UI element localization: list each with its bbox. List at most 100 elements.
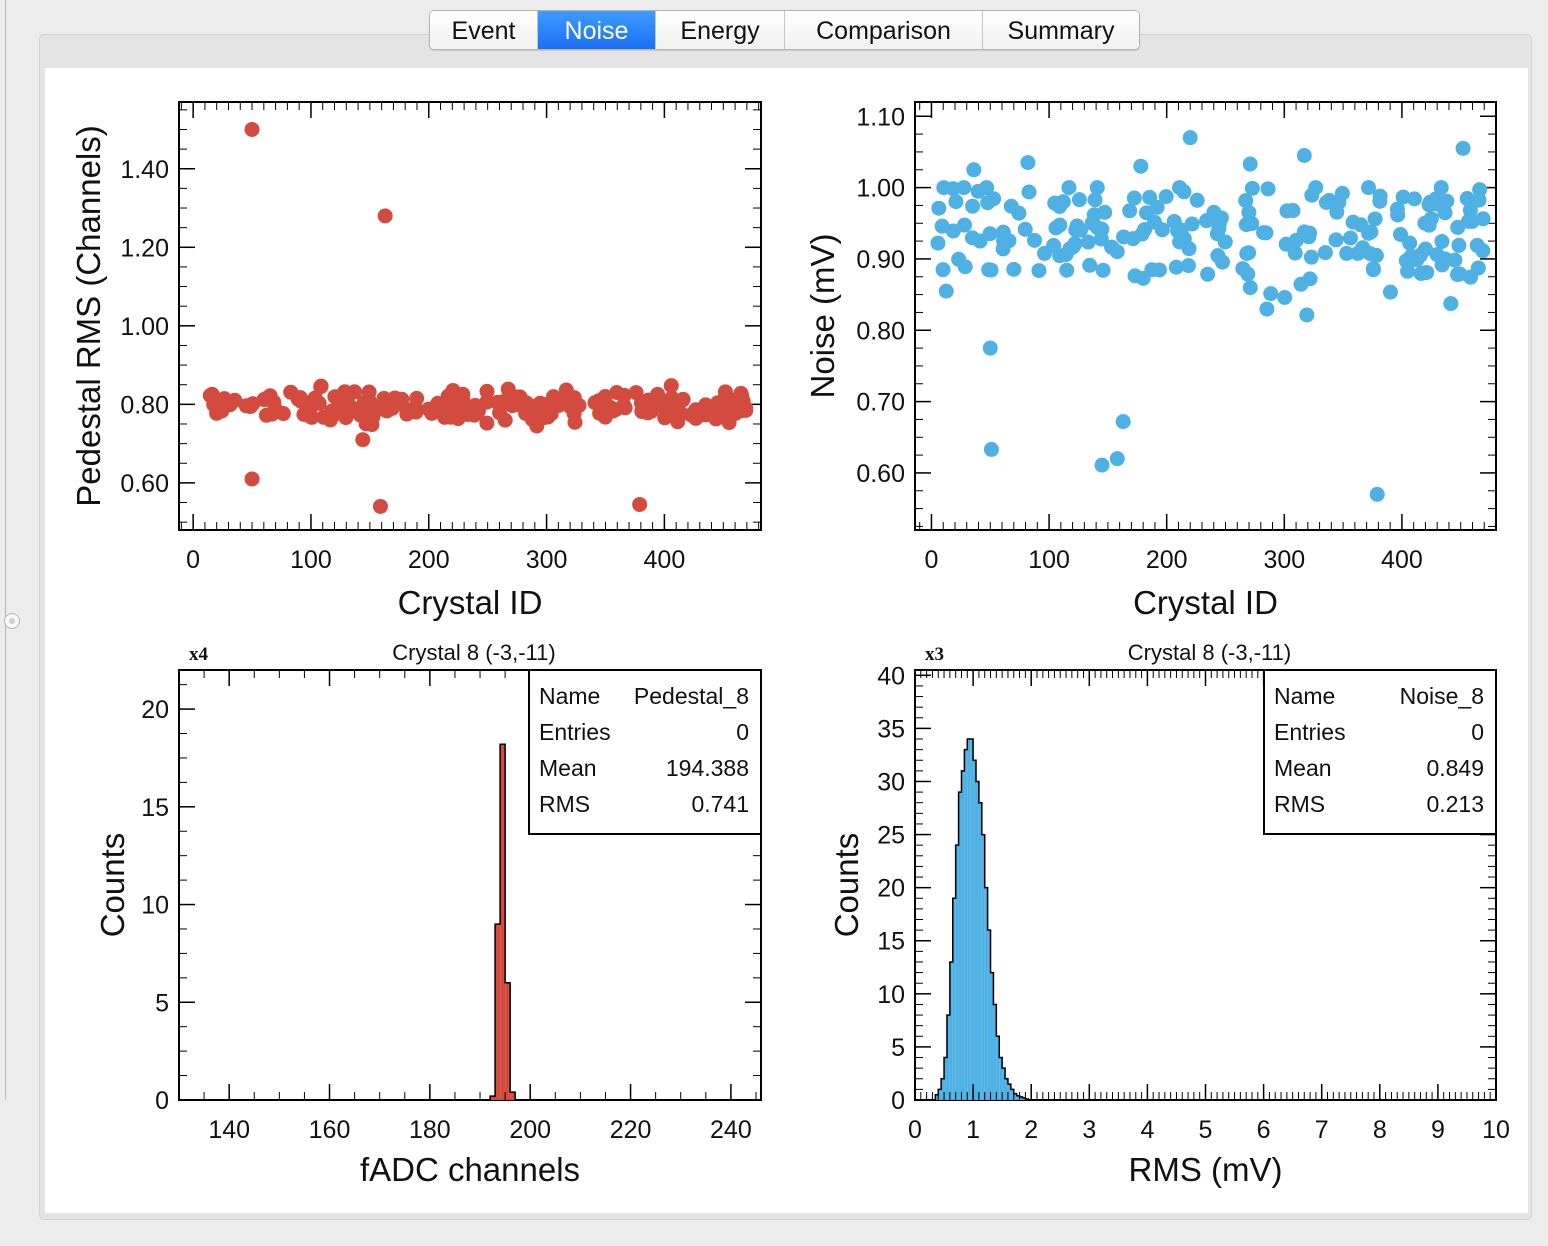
data-point	[979, 180, 995, 196]
data-point	[290, 391, 306, 407]
data-point	[1168, 259, 1184, 275]
tab-comparison[interactable]: Comparison	[784, 11, 982, 49]
data-point-outlier	[1182, 130, 1198, 146]
data-point	[981, 262, 997, 278]
data-point	[1398, 253, 1414, 269]
plot-frame	[914, 101, 1497, 531]
x-tick-label: 5	[1199, 1116, 1213, 1144]
histogram-bar	[1002, 1068, 1006, 1100]
data-point	[1433, 180, 1449, 196]
y-tick-label: 30	[877, 768, 905, 796]
y-tick-label: 5	[891, 1034, 905, 1062]
data-point	[1342, 230, 1358, 246]
histogram-bar	[961, 770, 965, 1100]
data-point	[1260, 181, 1276, 197]
data-point	[227, 392, 243, 408]
y-tick-label: 10	[141, 892, 169, 920]
histogram-bar	[996, 1036, 1000, 1100]
window-left-border	[0, 0, 6, 1100]
data-point	[935, 262, 951, 278]
data-point	[1395, 189, 1411, 205]
data-point	[1328, 232, 1344, 248]
x-tick-label: 0	[908, 1116, 922, 1144]
stats-box	[528, 669, 762, 835]
data-point	[1317, 245, 1333, 261]
data-point	[1259, 301, 1275, 317]
stats-value: 0.213	[1426, 791, 1484, 817]
data-point-outlier	[966, 162, 982, 178]
data-point	[1093, 231, 1109, 247]
x-tick-label: 200	[509, 1116, 551, 1144]
y-tick-label: 20	[877, 875, 905, 903]
data-point	[1068, 222, 1084, 238]
x-tick-label: 6	[1257, 1116, 1271, 1144]
data-point-outlier	[244, 471, 260, 487]
data-point	[1031, 263, 1047, 279]
data-point	[1244, 180, 1260, 196]
pedestal-rms-scatter-plot: 0 100 200 300 400 0.60 0.80 1.00 1.20 1.40 Crystal…	[70, 101, 762, 621]
data-point	[492, 405, 508, 421]
x-tick-label: 300	[1263, 546, 1305, 574]
data-point	[1058, 247, 1074, 263]
data-point	[370, 399, 386, 415]
histogram-bar	[958, 792, 962, 1100]
tab-energy[interactable]: Energy	[655, 11, 784, 49]
noise-histogram: 0 1 2 3 4 5 6 7 8 9 10 0 5 10 15 20 25 30 35 40 Crystal 8 (-…	[828, 640, 1510, 1188]
x-tick-label: 300	[526, 546, 568, 574]
y-axis-label: Noise (mV)	[804, 233, 841, 398]
data-point	[1469, 237, 1485, 253]
stats-value: 0.741	[691, 791, 749, 817]
data-point	[529, 418, 545, 434]
data-point	[1413, 265, 1429, 281]
histogram-bar	[984, 887, 988, 1100]
x-tick-label: 160	[309, 1116, 351, 1144]
data-point	[238, 398, 254, 414]
data-point	[634, 404, 650, 420]
data-point	[1235, 261, 1251, 277]
data-point	[957, 259, 973, 275]
data-point-outlier	[983, 441, 999, 457]
data-point-outlier	[1242, 156, 1258, 172]
data-point	[1318, 194, 1334, 210]
histogram-outline	[489, 743, 516, 1100]
data-point	[358, 416, 374, 432]
data-point	[1181, 241, 1197, 257]
data-point	[938, 283, 954, 299]
x-tick-label: 3	[1082, 1116, 1096, 1144]
histogram-bar	[1010, 1089, 1014, 1100]
data-point	[1459, 191, 1475, 207]
data-point	[1382, 284, 1398, 300]
data-point-outlier	[372, 498, 388, 514]
data-point	[1067, 236, 1083, 252]
data-point	[628, 385, 644, 401]
histogram-title: Crystal 8 (-3,-11)	[1128, 640, 1291, 665]
data-point	[479, 415, 495, 431]
x-tick-label: 180	[409, 1116, 451, 1144]
splitter-handle[interactable]	[4, 613, 20, 629]
data-point	[1017, 221, 1033, 237]
stats-label: RMS	[1274, 791, 1325, 817]
histogram-bar	[941, 1078, 945, 1100]
data-point	[1144, 262, 1160, 278]
data-point	[1464, 213, 1480, 229]
y-tick-label: 20	[141, 696, 169, 724]
stats-label: Name	[539, 683, 600, 709]
tab-summary[interactable]: Summary	[982, 11, 1139, 49]
tab-noise[interactable]: Noise	[537, 11, 655, 49]
data-point	[1244, 216, 1260, 232]
tab-bar: Event Noise Energy Comparison Summary	[429, 10, 1140, 50]
data-point	[1287, 245, 1303, 261]
histogram-bar	[946, 1015, 950, 1100]
x-axis-label: RMS (mV)	[1129, 1151, 1283, 1188]
x-tick-label: 8	[1373, 1116, 1387, 1144]
data-point	[1277, 290, 1293, 306]
data-point	[518, 395, 534, 411]
data-point	[1256, 225, 1272, 241]
data-point	[670, 414, 686, 430]
data-point	[1443, 296, 1459, 312]
data-point	[1472, 182, 1488, 198]
y-tick-label: 35	[877, 715, 905, 743]
data-point	[1242, 280, 1258, 296]
tab-event[interactable]: Event	[430, 11, 537, 49]
